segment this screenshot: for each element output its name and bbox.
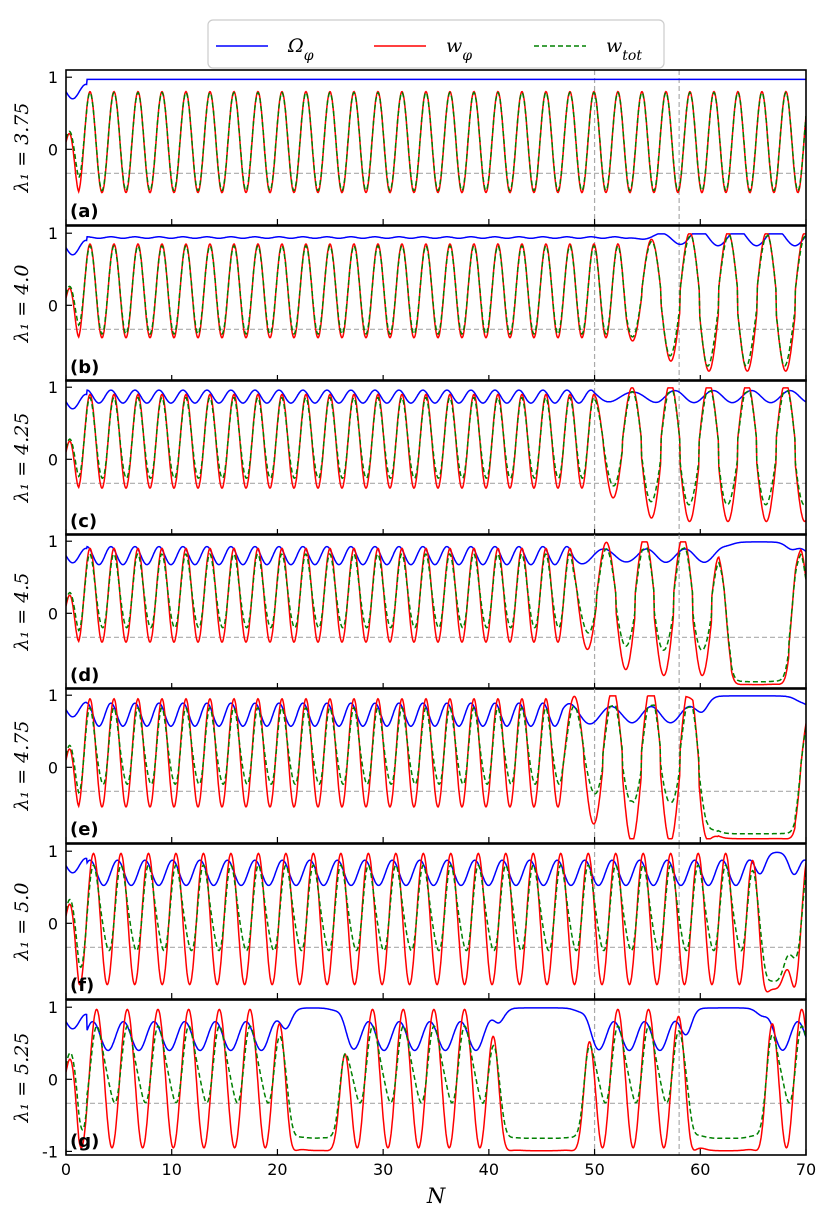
x-tick-label: 60 [690,1160,710,1179]
panel-ylabel: λ₁ = 3.75 [11,103,33,194]
panel-ylabel: λ₁ = 4.25 [11,413,33,504]
y-tick-label: 1 [48,224,58,243]
series-wtot [66,704,806,835]
series-omega [66,389,806,410]
series-wtot [66,546,806,683]
series-wtot [66,234,806,367]
x-tick-label: 50 [584,1160,604,1179]
legend-label-wtot: wtot [606,35,642,64]
legend-label-omega: Ωφ [287,35,314,64]
panel-6: 1 0 (f) λ₁ = 5.0 [11,842,807,1000]
y-tick-label: 1 [48,378,58,397]
legend: Ωφ wφ wtot [207,19,665,69]
panel-1: 1 0 (a) λ₁ = 3.75 [11,68,807,226]
panel-ylabel: λ₁ = 5.25 [11,1033,33,1124]
panel-letter: (g) [70,1131,99,1152]
series-wphi [66,387,806,523]
series-wtot [66,864,806,982]
legend-label-wphi: wφ [446,35,472,64]
series-wtot [66,91,806,192]
y-tick-label: 0 [48,914,58,933]
panel-frame [65,379,807,536]
y-tick-label: -1 [42,1142,58,1161]
series-wtot [66,389,806,506]
y-tick-label: 1 [48,842,58,861]
panel-7: 10-10 10 20 30 40 50 60 70(g)λ₁ = 5.25 [11,998,816,1179]
panel-2: 1 0 (b) λ₁ = 4.0 [11,224,807,382]
x-tick-label: 30 [373,1160,393,1179]
panel-letter: (b) [70,357,99,378]
series-omega [66,233,806,256]
x-tick-label: 0 [61,1160,71,1179]
panel-letter: (c) [70,511,97,532]
panel-frame [65,225,807,382]
panel-frame [65,533,807,690]
series-wphi [66,695,806,840]
legend-frame [207,19,665,69]
series-wphi [66,1008,806,1152]
x-tick-label: 40 [479,1160,499,1179]
x-axis-title: N [426,1184,446,1208]
y-tick-label: 1 [48,68,58,87]
y-tick-label: 1 [48,532,58,551]
panel-5: 1 0 (e) λ₁ = 4.75 [11,686,807,844]
x-tick-label: 20 [267,1160,287,1179]
y-tick-label: 0 [48,450,58,469]
x-tick-label: 70 [796,1160,816,1179]
series-omega [66,78,806,100]
series-wtot [66,1025,806,1140]
y-tick-label: 0 [48,758,58,777]
y-tick-label: 0 [48,1070,58,1089]
panel-ylabel: λ₁ = 5.0 [11,883,33,962]
panel-frame [65,687,807,844]
panel-frame [65,69,807,226]
panel-4: 1 0 (d) λ₁ = 4.5 [11,532,807,690]
y-tick-label: 0 [48,140,58,159]
panel-frame [65,843,807,1000]
y-tick-label: 0 [48,604,58,623]
panel-letter: (e) [70,819,99,840]
series-wphi [66,541,806,686]
panel-letter: (f) [70,975,94,996]
panel-3: 1 0 (c) λ₁ = 4.25 [11,378,807,536]
panel-ylabel: λ₁ = 4.0 [11,265,33,344]
series-omega [66,851,806,887]
panel-letter: (a) [70,201,99,222]
panel-ylabel: λ₁ = 4.5 [11,573,33,652]
y-tick-label: 1 [48,998,58,1017]
panel-letter: (d) [70,665,99,686]
panel-ylabel: λ₁ = 4.75 [11,721,33,812]
series-wphi [66,852,806,993]
x-tick-label: 10 [162,1160,182,1179]
y-tick-label: 0 [48,296,58,315]
y-tick-label: 1 [48,686,58,705]
panel-frame [65,999,807,1156]
